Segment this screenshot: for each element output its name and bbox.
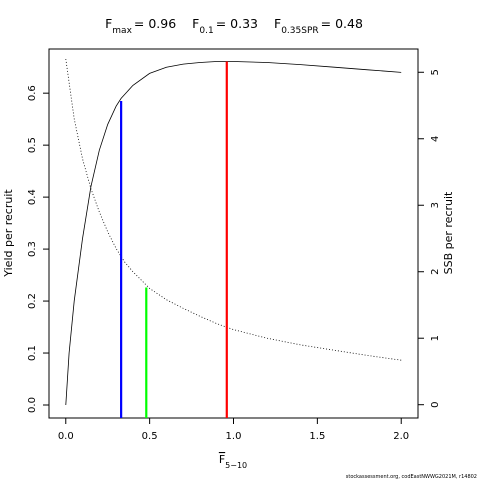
- title-value-1: = 0.33: [216, 16, 258, 31]
- title-value-0: = 0.96: [134, 16, 176, 31]
- x-tick-label: 1.0: [226, 431, 242, 442]
- y-left-tick-label: 0.3: [27, 241, 38, 257]
- x-tick-label: 0.0: [58, 431, 74, 442]
- title-subscript-2: 0.35SPR: [281, 26, 318, 36]
- chart-title: Fmax = 0.96 F0.1 = 0.33 F0.35SPR = 0.48: [105, 16, 363, 36]
- y-axis-right: 0 1 2 3 4 5: [418, 69, 441, 408]
- x-axis-label: F5−10: [219, 453, 247, 470]
- series-group: [65, 58, 402, 406]
- plot-frame: [48, 48, 419, 419]
- title-symbol-0: F: [105, 16, 112, 31]
- x-tick-label: 1.5: [309, 431, 325, 442]
- y-left-tick-label: 0.5: [27, 137, 38, 153]
- y-left-tick-label: 0.1: [27, 345, 38, 361]
- y-left-tick-label: 0.2: [27, 293, 38, 309]
- y-right-tick-label: 3: [430, 202, 441, 208]
- reference-lines: [120, 61, 228, 418]
- title-symbol-2: F: [274, 16, 281, 31]
- ssb-per-recruit-line: [65, 58, 402, 361]
- x-tick-label: 0.5: [142, 431, 158, 442]
- y-right-tick-label: 5: [430, 69, 441, 75]
- y-right-tick-label: 1: [430, 335, 441, 341]
- title-value-2: = 0.48: [321, 16, 363, 31]
- x-axis: 0.0 0.5 1.0 1.5 2.0: [58, 418, 409, 442]
- title-symbol-1: F: [192, 16, 199, 31]
- y-right-tick-label: 2: [430, 269, 441, 275]
- footer-credit: stockassessment.org, codEastNWWG2021M, r…: [346, 474, 477, 480]
- y-right-tick-label: 4: [430, 136, 441, 142]
- title-subscript-1: 0.1: [199, 26, 213, 36]
- y-left-tick-label: 0.0: [27, 397, 38, 413]
- y-axis-right-label: SSB per recruit: [442, 191, 455, 274]
- y-left-tick-label: 0.6: [27, 85, 38, 101]
- x-tick-label: 2.0: [393, 431, 409, 442]
- x-label-symbol: F: [219, 453, 225, 466]
- y-right-tick-label: 0: [430, 402, 441, 408]
- title-subscript-0: max: [112, 26, 132, 36]
- y-axis-left: 0.0 0.1 0.2 0.3 0.4 0.5 0.6: [27, 85, 49, 413]
- x-label-subscript: 5−10: [225, 461, 247, 470]
- y-axis-left-label: Yield per recruit: [2, 189, 15, 278]
- yield-per-recruit-line: [65, 61, 402, 406]
- y-left-tick-label: 0.4: [27, 189, 38, 205]
